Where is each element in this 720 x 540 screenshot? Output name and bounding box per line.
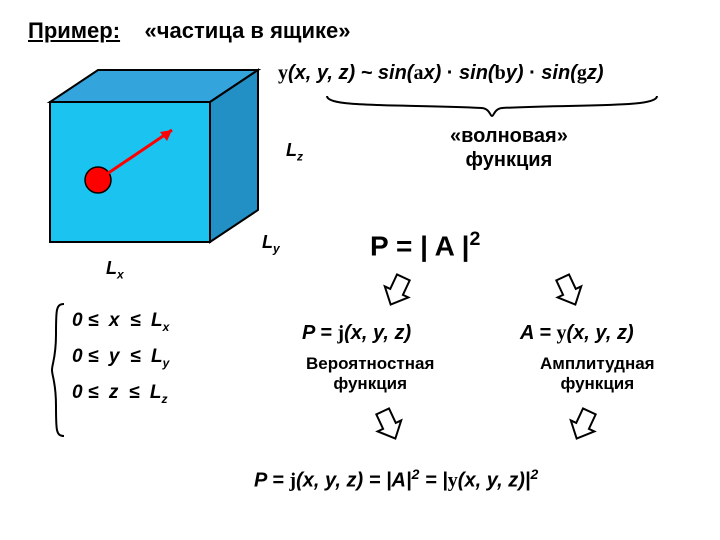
a-label-l2: функция xyxy=(560,374,634,393)
final-equation: P = j(x, y, z) = |A|2 = |y(x, y, z)|2 xyxy=(254,466,538,493)
constraint-row: 0 ≤ y ≤ Ly xyxy=(52,346,232,370)
wave-label-line1: «волновая» xyxy=(450,125,568,147)
lx-sub: x xyxy=(117,268,124,282)
lx-text: L xyxy=(106,258,117,278)
bracket-icon xyxy=(50,300,68,440)
curly-brace xyxy=(322,92,662,127)
wave-label-line2: функция xyxy=(466,149,553,171)
a-label-l1: Амплитудная xyxy=(540,354,655,373)
ly-label: Ly xyxy=(262,232,280,256)
amplitude-label: Амплитудная функция xyxy=(540,354,655,393)
lz-label: Lz xyxy=(286,140,303,164)
title-main: «частица в ящике» xyxy=(145,18,351,43)
lx-label: Lx xyxy=(106,258,124,282)
title: Пример: «частица в ящике» xyxy=(28,18,692,44)
probability-label: Вероятностная функция xyxy=(306,354,434,393)
lz-text: L xyxy=(286,140,297,160)
title-prefix: Пример: xyxy=(28,18,120,43)
p-label-l2: функция xyxy=(333,374,407,393)
wave-function-label: «волновая» функция xyxy=(450,124,568,172)
wave-equation: y(x, y, z) ~ sin(ax) · sin(by) · sin(gz) xyxy=(278,62,604,85)
arrow-down-right-icon xyxy=(368,404,410,451)
p-label-l1: Вероятностная xyxy=(306,354,434,373)
constraint-row: 0 ≤ z ≤ Lz xyxy=(52,382,232,406)
big-eq-text: P = | A | xyxy=(370,230,469,261)
ly-text: L xyxy=(262,232,273,252)
arrow-down-right-icon xyxy=(548,270,590,317)
big-eq-sup: 2 xyxy=(469,228,480,250)
arrow-down-left-icon xyxy=(562,404,604,451)
box-diagram xyxy=(40,62,270,242)
arrow-down-left-icon xyxy=(376,270,418,317)
main-equation: P = | A |2 xyxy=(370,228,480,262)
a-equation: A = y(x, y, z) xyxy=(520,322,634,345)
ly-sub: y xyxy=(273,242,280,256)
constraint-row: 0 ≤ x ≤ Lx xyxy=(52,310,232,334)
constraints-block: 0 ≤ x ≤ Lx 0 ≤ y ≤ Ly 0 ≤ z ≤ Lz xyxy=(52,298,232,417)
lz-sub: z xyxy=(297,150,303,164)
p-equation: P = j(x, y, z) xyxy=(302,322,411,345)
